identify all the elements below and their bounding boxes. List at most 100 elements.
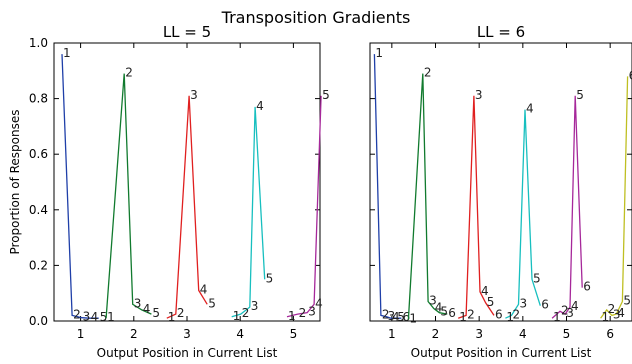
panel-ll6-series-3-point-label: 2 bbox=[467, 307, 475, 321]
panel-ll6-series-1-line bbox=[373, 54, 402, 319]
panel-ll6-series-6-point-label: 2 bbox=[608, 302, 616, 316]
panel-ll6-series-5-point-label: 6 bbox=[583, 280, 591, 294]
panel-ll5-series-4-point-label: 1 bbox=[233, 309, 241, 323]
panel-ll5-y-tick-label: 1.0 bbox=[29, 36, 48, 50]
panel-ll6-series-6-line bbox=[600, 76, 629, 319]
panel-ll5-x-tick-label: 2 bbox=[130, 327, 138, 341]
panel-ll6-series-5-line bbox=[551, 95, 583, 319]
panel-ll6-x-axis-label: Output Position in Current List bbox=[411, 346, 592, 360]
panel-ll5-series-4-line bbox=[231, 106, 266, 318]
panel-ll6-x-tick-label: 2 bbox=[432, 327, 440, 341]
panel-ll5-series-4-point-label: 3 bbox=[251, 299, 259, 313]
panel-ll6-series-2-point-label: 6 bbox=[448, 306, 456, 320]
panel-ll6-series-1-point-label: 3 bbox=[388, 309, 396, 323]
panel-ll5-series-2-point-label: 3 bbox=[134, 296, 142, 310]
panel-ll6-series-2-line bbox=[407, 73, 448, 320]
panel-ll5-series-2-point-label: 4 bbox=[143, 302, 151, 316]
panel-ll6-series-1-point-label: 1 bbox=[375, 46, 383, 60]
panel-ll5-series-5-point-label: 4 bbox=[315, 296, 323, 310]
panel-ll5-series-1-point-label: 5 bbox=[100, 310, 108, 324]
panel-ll5-series-1-line bbox=[61, 54, 99, 319]
panel-ll5-plot-frame bbox=[53, 42, 321, 322]
panel-ll6-series-3-point-label: 1 bbox=[459, 310, 467, 324]
panel-ll5-x-tick-label: 3 bbox=[183, 327, 191, 341]
panel-ll5-x-axis-label: Output Position in Current List bbox=[97, 346, 278, 360]
panel-ll5-series-5-point-label: 1 bbox=[288, 309, 296, 323]
panel-ll6-series-1-point-label: 4 bbox=[392, 310, 400, 324]
panel-ll6-x-tick-label: 6 bbox=[606, 327, 614, 341]
panel-ll6-series-5-point-label: 2 bbox=[561, 303, 569, 317]
panel-ll5-series-3-point-label: 1 bbox=[168, 310, 176, 324]
panel-ll6-series-6-point-label: 3 bbox=[613, 307, 621, 321]
panel-ll6-series-2-point-label: 5 bbox=[440, 305, 448, 319]
panel-ll5-series-1-point-label: 2 bbox=[73, 307, 81, 321]
panel-ll5-series-4-point-label: 2 bbox=[242, 306, 250, 320]
panel-ll6-series-4-line bbox=[505, 109, 541, 319]
panel-ll5-series-1-point-label: 4 bbox=[91, 310, 99, 324]
figure-title: Transposition Gradients bbox=[221, 8, 411, 27]
panel-ll5-series-3-point-label: 2 bbox=[177, 306, 185, 320]
panel-ll5-y-tick-label: 0.4 bbox=[29, 203, 48, 217]
panel-ll6: LL = 6 Output Position in Current List 1… bbox=[369, 23, 632, 360]
panel-ll6-series-5-point-label: 3 bbox=[566, 306, 574, 320]
panel-ll6-series-3-line bbox=[457, 95, 495, 319]
panel-ll5-series-2-point-label: 2 bbox=[125, 66, 133, 80]
panel-ll5-series-5-point-label: 2 bbox=[299, 306, 307, 320]
panel-ll6-series-2-point-label: 3 bbox=[429, 294, 437, 308]
panel-ll5-series-2-line bbox=[105, 73, 152, 319]
panel-ll6-series-3-point-label: 4 bbox=[481, 284, 489, 298]
panel-ll5-series-5-point-label: 3 bbox=[308, 305, 316, 319]
panel-ll6-title: LL = 6 bbox=[477, 23, 525, 41]
panel-ll6-series-4-point-label: 6 bbox=[541, 298, 549, 312]
panel-ll6-series-2-point-label: 4 bbox=[435, 300, 443, 314]
panel-ll5-y-tick-label: 0.8 bbox=[29, 92, 48, 106]
panel-ll6-series-2-point-label: 2 bbox=[424, 66, 432, 80]
panel-ll6-series-3-point-label: 6 bbox=[495, 307, 503, 321]
panel-ll5-series-2-point-label: 1 bbox=[107, 310, 115, 324]
panel-ll5-x-tick-label: 1 bbox=[77, 327, 85, 341]
panel-ll6-series-4-point-label: 1 bbox=[506, 310, 514, 324]
panel-ll6-series-2-point-label: 1 bbox=[409, 312, 417, 326]
panel-ll5-series-4-point-label: 5 bbox=[266, 271, 274, 285]
panel-ll6-x-tick-label: 4 bbox=[519, 327, 527, 341]
panel-ll5-series-5-point-label: 5 bbox=[322, 88, 330, 102]
panel-ll5-series-3-point-label: 4 bbox=[200, 282, 208, 296]
panel-ll6-series-6-point-label: 1 bbox=[602, 310, 610, 324]
panel-ll5-series-3-point-label: 3 bbox=[190, 88, 198, 102]
panel-ll5-x-tick-label: 4 bbox=[236, 327, 244, 341]
panel-ll5-series-4-point-label: 4 bbox=[256, 99, 264, 113]
panel-ll5-y-tick-label: 0.0 bbox=[29, 314, 48, 328]
panel-ll6-series-1-point-label: 6 bbox=[402, 310, 410, 324]
panel-ll6-series-6-point-label: 4 bbox=[617, 306, 625, 320]
panel-ll5: LL = 5 Output Position in Current List 1… bbox=[29, 23, 330, 360]
panel-ll6-series-1-point-label: 5 bbox=[397, 310, 405, 324]
panel-ll6-series-4-point-label: 5 bbox=[533, 271, 541, 285]
panel-ll6-series-6-point-label: 5 bbox=[623, 294, 631, 308]
panel-ll6-plot-frame bbox=[369, 42, 632, 322]
panel-ll5-series-1-point-label: 1 bbox=[63, 46, 71, 60]
panel-ll5-series-2-point-label: 5 bbox=[152, 306, 160, 320]
panel-ll5-series-3-point-label: 5 bbox=[208, 296, 216, 310]
panel-ll6-series-1-point-label: 2 bbox=[382, 307, 390, 321]
panel-ll5-series-1-point-label: 3 bbox=[83, 310, 91, 324]
y-axis-label: Proportion of Responses bbox=[8, 110, 22, 255]
panel-ll5-x-tick-label: 5 bbox=[290, 327, 298, 341]
panel-ll6-series-5-point-label: 5 bbox=[576, 88, 584, 102]
panel-ll6-series-4-point-label: 4 bbox=[526, 102, 534, 116]
panel-ll6-x-tick-label: 3 bbox=[475, 327, 483, 341]
panel-ll5-series-3-line bbox=[166, 95, 208, 319]
panel-ll5-series-5-line bbox=[286, 95, 322, 318]
panel-ll6-series-3-point-label: 5 bbox=[487, 295, 495, 309]
panel-ll6-x-tick-label: 5 bbox=[563, 327, 571, 341]
panel-ll6-series-4-point-label: 2 bbox=[512, 307, 520, 321]
panel-ll6-series-3-point-label: 3 bbox=[475, 88, 483, 102]
panel-ll5-y-tick-label: 0.2 bbox=[29, 258, 48, 272]
panel-ll5-title: LL = 5 bbox=[163, 23, 211, 41]
panel-ll6-series-4-point-label: 3 bbox=[519, 296, 527, 310]
panel-ll6-series-6-point-label: 6 bbox=[629, 68, 632, 82]
panel-ll5-y-tick-label: 0.6 bbox=[29, 147, 48, 161]
panel-ll6-series-5-point-label: 4 bbox=[571, 299, 579, 313]
panel-ll6-series-5-point-label: 1 bbox=[553, 310, 561, 324]
panel-ll6-x-tick-label: 1 bbox=[388, 327, 396, 341]
